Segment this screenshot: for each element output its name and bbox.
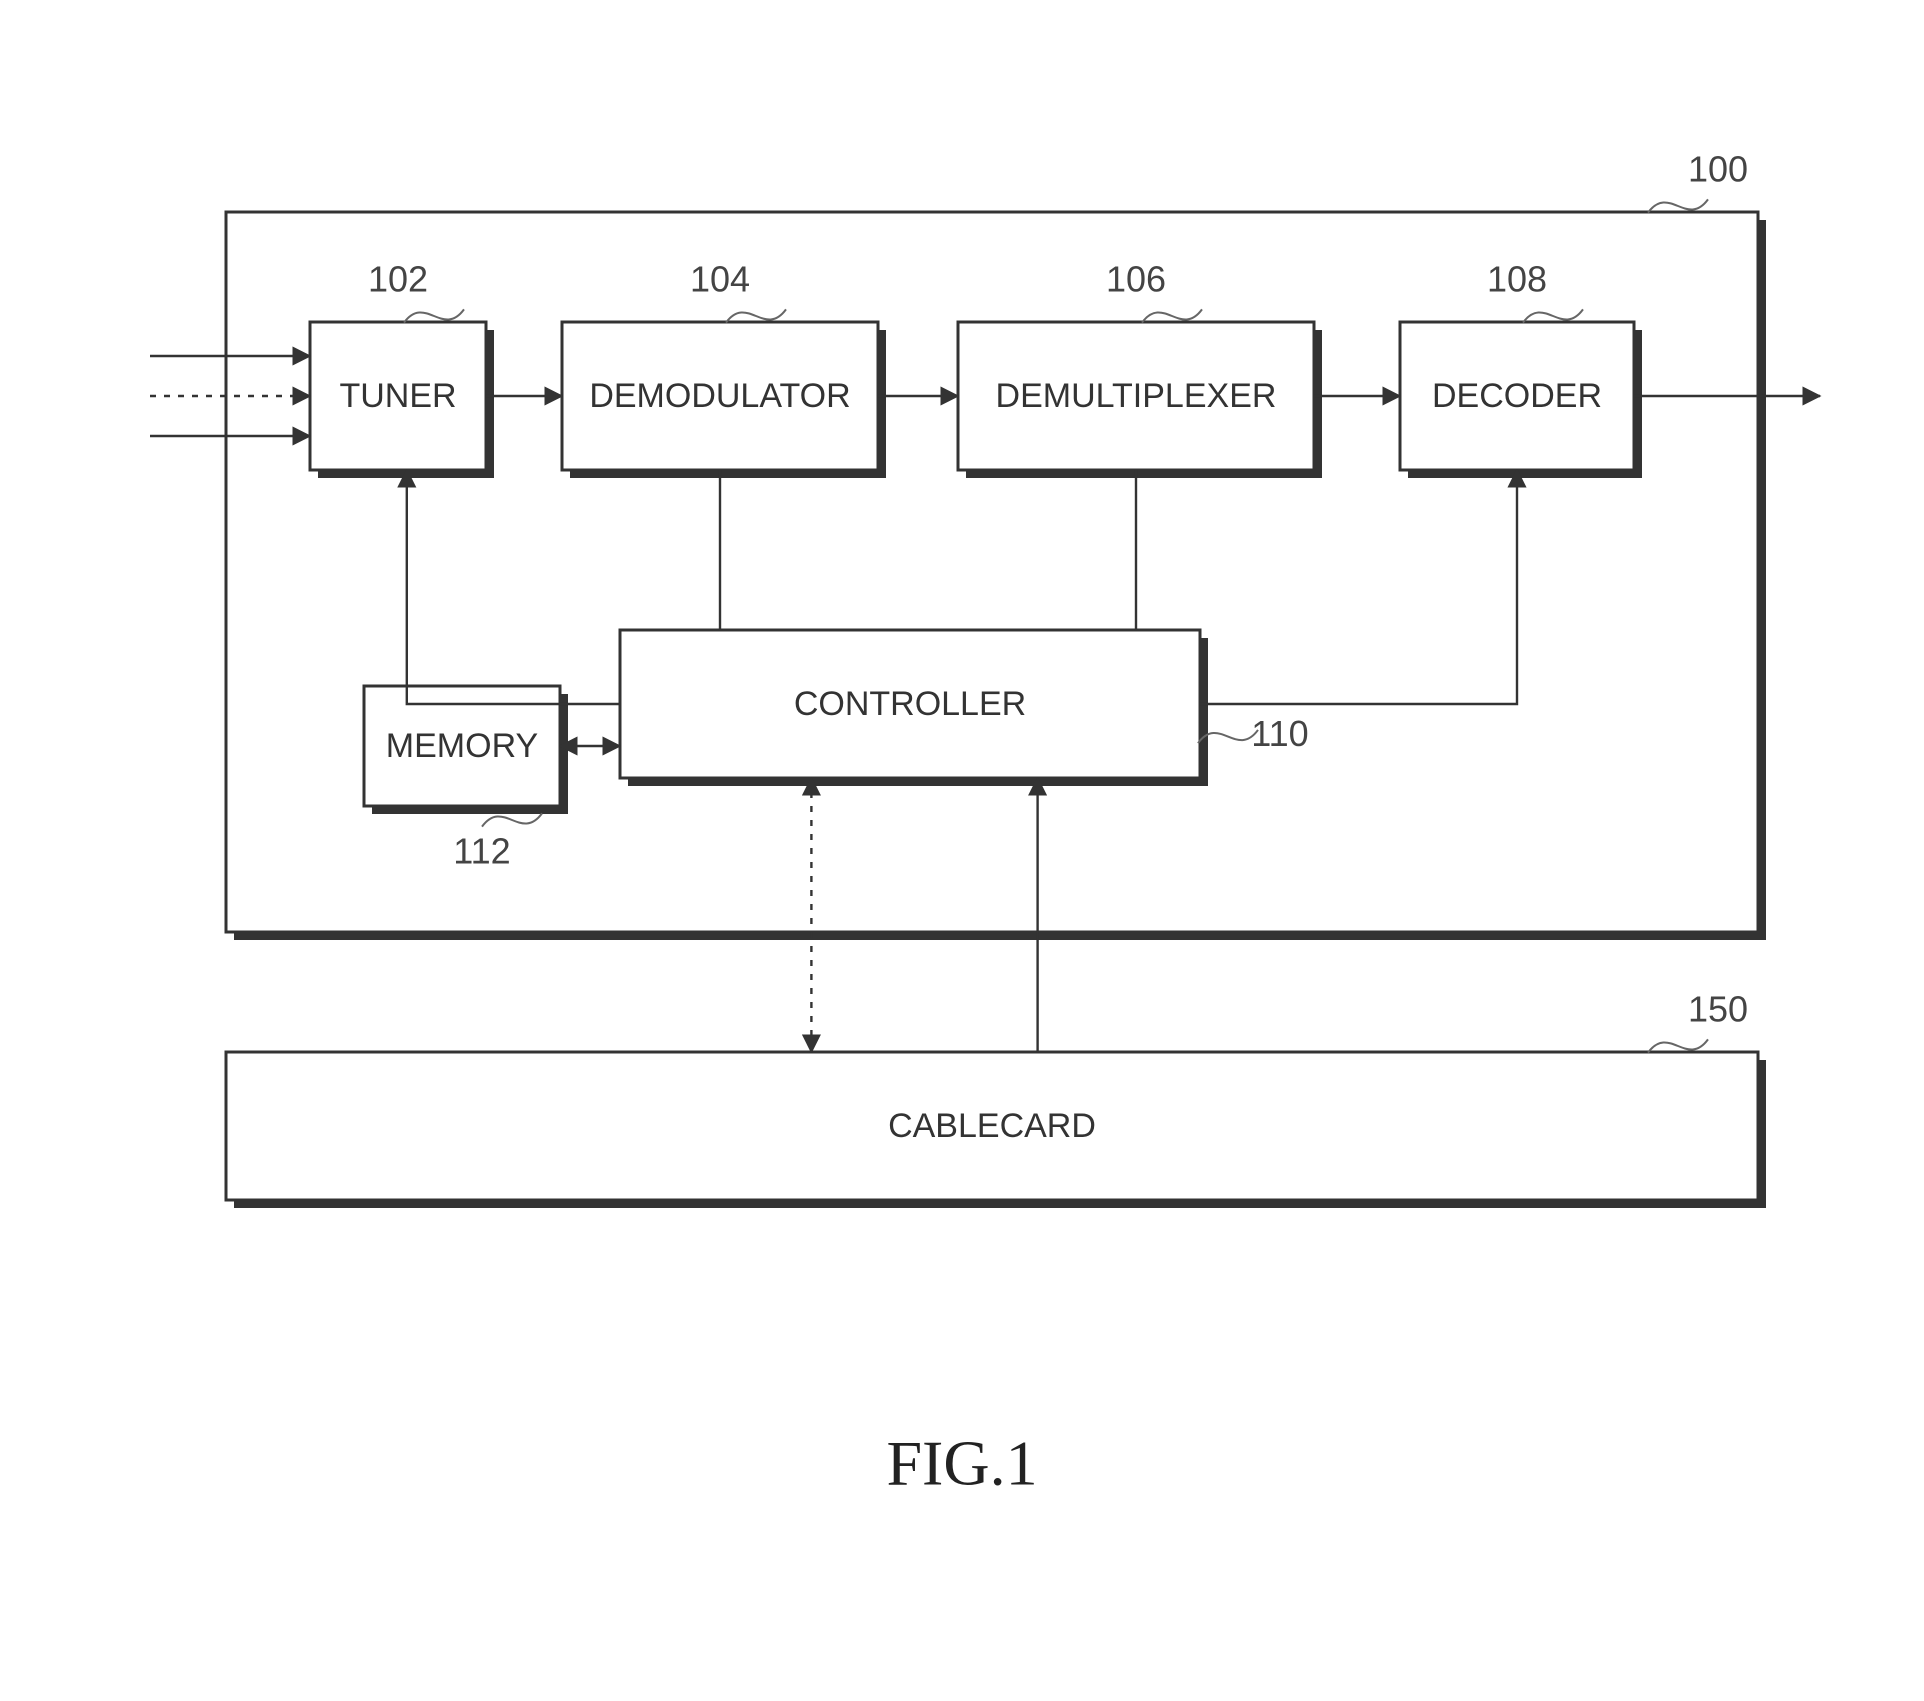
controller-label: CONTROLLER [794,685,1026,723]
tuner-label: TUNER [339,377,456,415]
demultiplexer-label: DEMULTIPLEXER [996,377,1277,415]
svg-text:150: 150 [1688,989,1748,1030]
controller-block: CONTROLLER [620,630,1208,786]
svg-text:102: 102 [368,259,428,300]
svg-text:100: 100 [1688,149,1748,190]
tuner-block: TUNER [310,322,494,478]
memory-label: MEMORY [386,727,538,765]
demodulator-block: DEMODULATOR [562,322,886,478]
svg-text:104: 104 [690,259,750,300]
svg-text:110: 110 [1251,713,1308,754]
block-diagram: TUNER DEMODULATOR DEMULTIPLEXER DECODER … [0,0,1924,1701]
cablecard-block: CABLECARD [226,1052,1766,1208]
demultiplexer-block: DEMULTIPLEXER [958,322,1322,478]
decoder-label: DECODER [1432,377,1602,415]
cablecard-label: CABLECARD [888,1107,1096,1145]
figure-caption: FIG.1 [886,1428,1037,1499]
demodulator-label: DEMODULATOR [589,377,850,415]
svg-text:106: 106 [1106,259,1166,300]
svg-text:108: 108 [1487,259,1547,300]
decoder-block: DECODER [1400,322,1642,478]
svg-text:112: 112 [453,831,510,872]
